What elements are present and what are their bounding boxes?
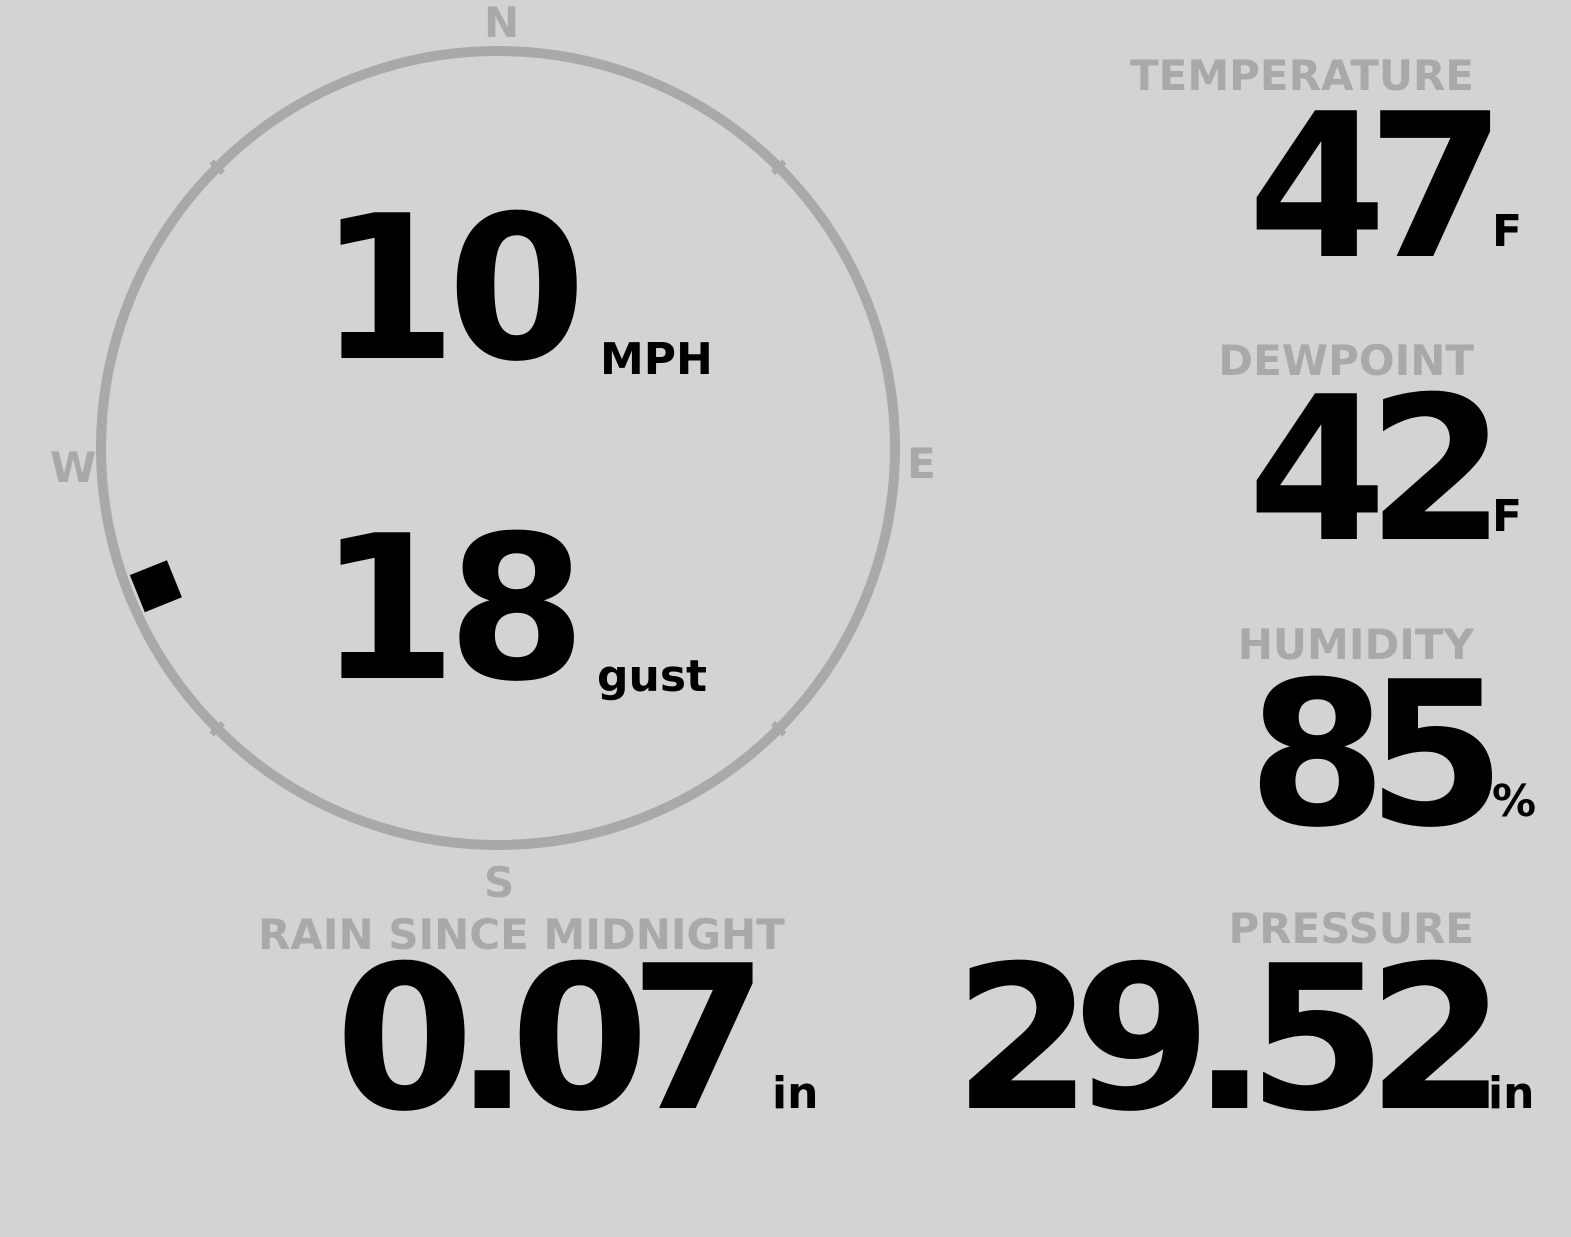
wind-speed-value: 10 [318, 173, 586, 406]
compass-ring [96, 46, 900, 850]
wind-compass [96, 46, 900, 850]
compass-w: W [50, 443, 97, 492]
compass-tick [770, 720, 787, 737]
dewpoint-label: DEWPOINT [1218, 336, 1474, 385]
compass-tick [770, 159, 787, 176]
dewpoint-value: 42 [1247, 354, 1506, 587]
pressure-label: PRESSURE [1228, 904, 1474, 953]
temperature-label: TEMPERATURE [1130, 51, 1474, 100]
humidity-unit: % [1492, 776, 1537, 827]
compass-n: N [484, 0, 520, 47]
wind-gust-unit: gust [597, 651, 708, 702]
compass-s: S [484, 858, 515, 907]
dewpoint-unit: F [1492, 491, 1523, 542]
wind-gust-value: 18 [318, 493, 586, 726]
temperature-value: 47 [1247, 71, 1506, 304]
wind-direction-marker [129, 560, 182, 613]
rain-label: RAIN SINCE MIDNIGHT [258, 910, 785, 959]
pressure-value: 29.52 [953, 923, 1506, 1156]
rain-unit: in [772, 1068, 819, 1119]
compass-tick [209, 720, 226, 737]
humidity-label: HUMIDITY [1237, 620, 1474, 669]
temperature-unit: F [1492, 206, 1523, 257]
pressure-unit: in [1488, 1068, 1535, 1119]
compass-tick [209, 159, 226, 176]
humidity-value: 85 [1247, 639, 1506, 872]
rain-value: 0.07 [335, 923, 768, 1156]
wind-speed-unit: MPH [600, 334, 713, 385]
compass-e: E [907, 439, 936, 488]
